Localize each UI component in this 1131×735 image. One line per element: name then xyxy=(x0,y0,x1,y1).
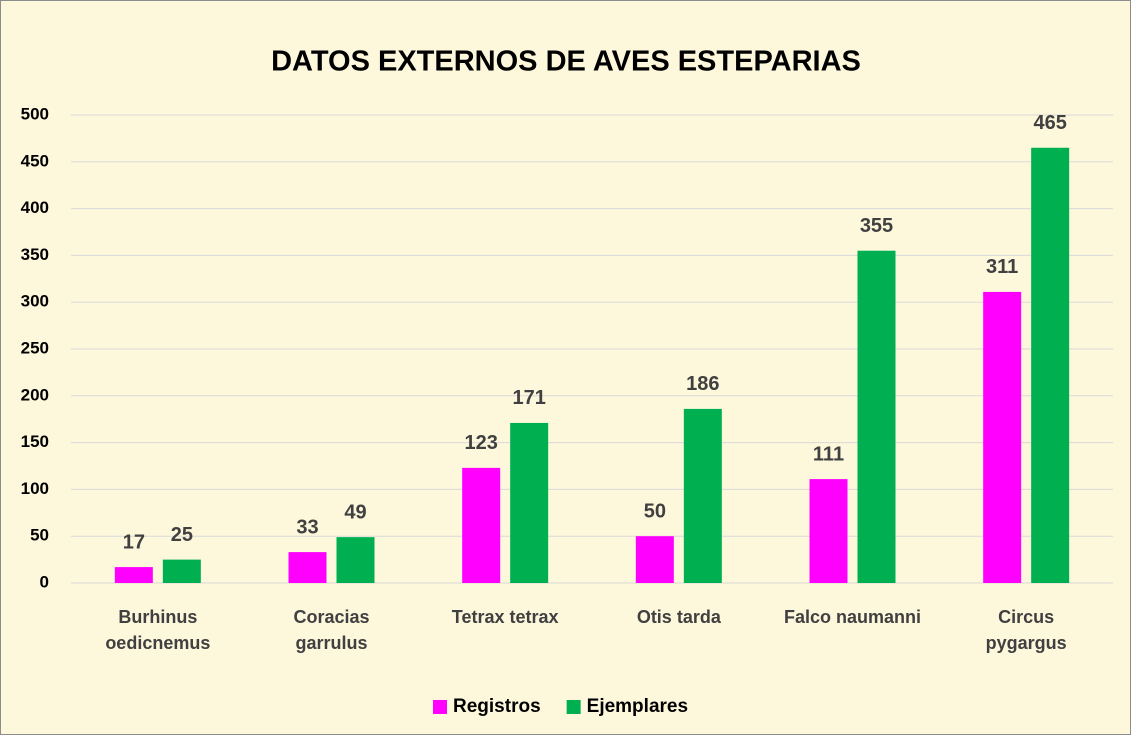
bar xyxy=(288,552,327,583)
data-label: 355 xyxy=(860,215,893,237)
y-tick-label: 50 xyxy=(30,526,49,545)
data-label: 50 xyxy=(644,500,666,522)
bar xyxy=(510,422,549,583)
bar xyxy=(635,536,674,583)
bar xyxy=(336,537,375,583)
y-tick-label: 150 xyxy=(21,432,49,451)
bar xyxy=(857,250,896,583)
x-tick-label: Burhinus oedicnemus xyxy=(105,607,211,653)
data-label: 171 xyxy=(512,387,545,409)
y-tick-label: 0 xyxy=(40,572,49,591)
bar xyxy=(462,467,501,583)
x-tick-label: Otis tarda xyxy=(636,607,721,627)
legend-label: Ejemplares xyxy=(587,696,688,717)
data-label: 465 xyxy=(1033,112,1066,134)
y-tick-label: 100 xyxy=(21,479,49,498)
y-tick-label: 450 xyxy=(21,151,49,170)
legend-swatch xyxy=(433,700,447,714)
bar xyxy=(683,408,722,583)
bar xyxy=(809,479,848,583)
x-tick-label: Falco naumanni xyxy=(783,607,922,627)
bar xyxy=(114,567,153,583)
legend-swatch xyxy=(566,700,581,714)
bar xyxy=(162,559,201,583)
y-tick-label: 500 xyxy=(21,104,49,123)
data-label: 33 xyxy=(296,516,318,538)
legend-label: Registros xyxy=(453,696,541,717)
x-tick-label: Tetrax tetrax xyxy=(451,607,559,627)
y-tick-label: 250 xyxy=(21,338,49,357)
y-tick-label: 200 xyxy=(21,385,49,404)
x-tick-label: Circus pygargus xyxy=(985,607,1067,653)
data-label: 186 xyxy=(686,373,719,395)
x-tick-label: Coracias garrulus xyxy=(293,607,370,653)
bar xyxy=(983,291,1022,583)
y-tick-label: 300 xyxy=(21,292,49,311)
data-label: 311 xyxy=(986,256,1018,278)
y-tick-label: 400 xyxy=(21,198,49,217)
data-label: 123 xyxy=(464,432,497,454)
chart-title: DATOS EXTERNOS DE AVES ESTEPARIAS xyxy=(271,46,861,78)
data-label: 17 xyxy=(123,531,145,553)
bar xyxy=(1031,147,1070,583)
y-tick-label: 350 xyxy=(21,245,49,264)
data-label: 49 xyxy=(344,501,366,523)
data-label: 111 xyxy=(813,443,844,465)
data-label: 25 xyxy=(171,524,193,546)
